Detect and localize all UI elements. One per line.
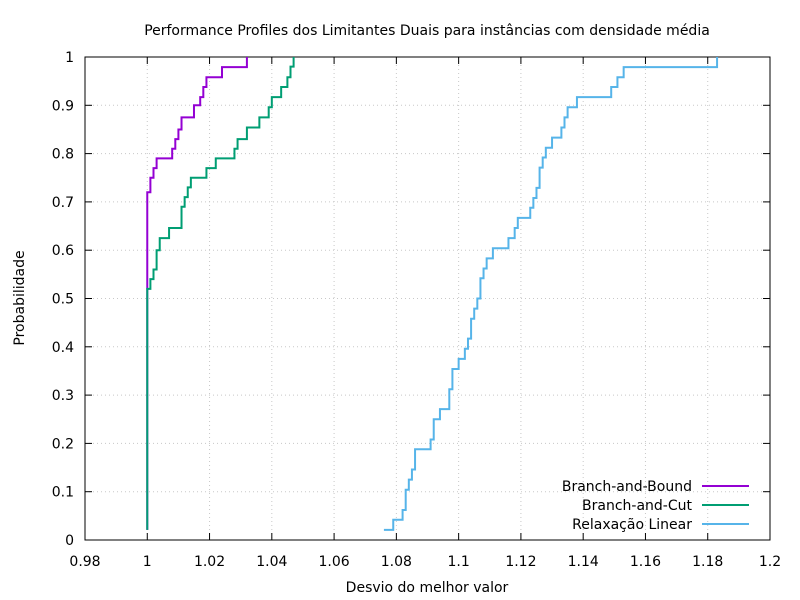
x-tick-label: 1.12 bbox=[505, 554, 536, 570]
legend-label-2: Relaxação Linear bbox=[572, 517, 692, 533]
series-line-1 bbox=[146, 57, 295, 530]
y-axis-label: Probabilidade bbox=[12, 250, 28, 345]
series-line-0 bbox=[146, 57, 248, 530]
x-tick-label: 1.08 bbox=[381, 554, 412, 570]
series-line-2 bbox=[383, 57, 719, 531]
x-axis-label: Desvio do melhor valor bbox=[346, 580, 509, 596]
legend-label-0: Branch-and-Bound bbox=[562, 479, 692, 495]
y-tick-label: 0.8 bbox=[52, 147, 74, 163]
y-tick-label: 0.1 bbox=[52, 485, 74, 501]
x-tick-label: 1 bbox=[143, 554, 152, 570]
x-tick-label: 1.16 bbox=[630, 554, 661, 570]
y-tick-label: 0.5 bbox=[52, 292, 74, 308]
axis-ticks: 0.98 1 1.02 1.04 1.06 1.08 1.1 1.12 1.14 1.16 1.18… bbox=[52, 50, 781, 570]
y-tick-label: 0.3 bbox=[52, 388, 74, 404]
y-tick-label: 0.9 bbox=[52, 98, 74, 114]
y-tick-label: 1 bbox=[65, 50, 74, 66]
x-tick-label: 1.14 bbox=[568, 554, 599, 570]
grid-lines bbox=[85, 57, 770, 540]
x-tick-label: 1.02 bbox=[194, 554, 225, 570]
chart-title: Performance Profiles dos Limitantes Duai… bbox=[144, 23, 710, 39]
x-tick-label: 0.98 bbox=[69, 554, 100, 570]
x-tick-label: 1.2 bbox=[759, 554, 781, 570]
series-lines bbox=[146, 57, 719, 531]
x-tick-label: 1.06 bbox=[319, 554, 350, 570]
legend: Branch-and-Bound Branch-and-Cut Relaxação … bbox=[562, 479, 749, 533]
y-tick-label: 0.2 bbox=[52, 436, 74, 452]
x-tick-label: 1.04 bbox=[256, 554, 287, 570]
y-tick-label: 0.6 bbox=[52, 243, 74, 259]
x-tick-label: 1.18 bbox=[692, 554, 723, 570]
y-tick-label: 0.7 bbox=[52, 195, 74, 211]
x-tick-label: 1.1 bbox=[448, 554, 470, 570]
plot-frame bbox=[84, 56, 771, 541]
y-tick-label: 0 bbox=[65, 533, 74, 549]
legend-label-1: Branch-and-Cut bbox=[582, 498, 692, 514]
y-tick-label: 0.4 bbox=[52, 340, 74, 356]
